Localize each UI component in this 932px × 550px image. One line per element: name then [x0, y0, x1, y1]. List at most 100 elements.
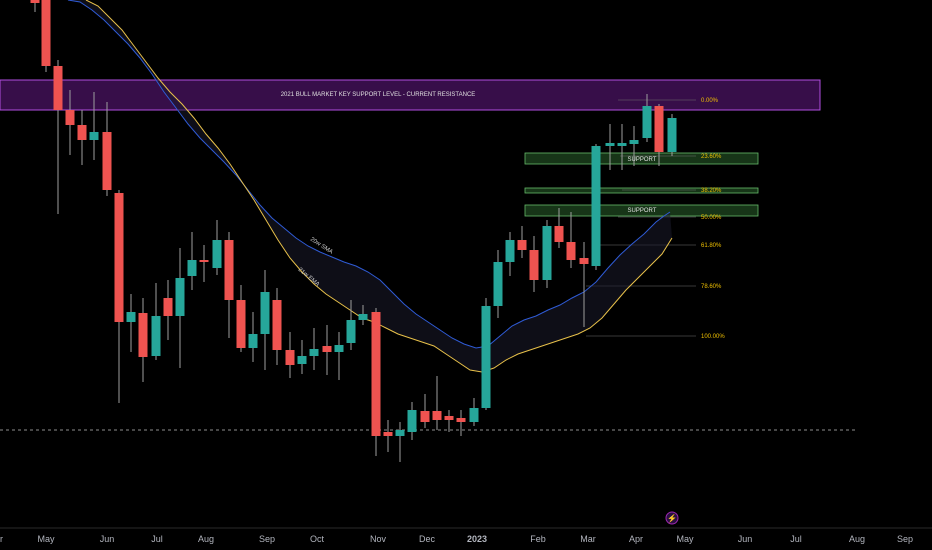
fib-level-label: 78.60% [701, 284, 722, 290]
fib-level-label: 100.00% [701, 334, 725, 340]
candle-body [654, 106, 664, 152]
candlestick [285, 332, 295, 378]
candle-body [309, 349, 319, 356]
candle-body [395, 430, 405, 436]
candle-body [371, 312, 381, 436]
candlestick [187, 232, 197, 290]
candle-body [358, 314, 368, 320]
x-tick-label: r [0, 534, 3, 544]
candlestick [175, 248, 185, 368]
candlestick [297, 340, 307, 374]
candlestick [77, 110, 87, 165]
candlestick [151, 283, 161, 360]
candlestick [212, 220, 222, 275]
candlestick [654, 104, 664, 166]
candle-body [334, 345, 344, 352]
candle-body [605, 143, 615, 146]
candle-body [493, 262, 503, 306]
candlestick [395, 422, 405, 462]
candlestick [493, 250, 503, 318]
ma-cloud [68, 0, 672, 372]
candlestick [642, 94, 652, 142]
resistance-zone [0, 79, 821, 111]
candle-body [346, 320, 356, 343]
fib-level-label: 38.20% [701, 188, 722, 194]
candlestick [566, 212, 576, 268]
candle-body [322, 346, 332, 352]
x-tick-label: Apr [629, 534, 643, 544]
candle-body [163, 298, 173, 316]
candlestick [629, 126, 639, 166]
candle-body [407, 410, 417, 432]
candle-body [41, 0, 51, 66]
candlestick [248, 312, 258, 362]
candlestick [579, 242, 589, 327]
x-tick-label: Oct [310, 534, 325, 544]
fib-level-label: 0.00% [701, 98, 719, 104]
support-zone-label: SUPPORT [628, 208, 657, 214]
candlestick [199, 245, 209, 282]
candlestick [542, 220, 552, 288]
candlestick [89, 92, 99, 160]
fib-level-label: 50.00% [701, 215, 722, 221]
candle-body [212, 240, 222, 268]
candlestick [358, 305, 368, 325]
candle-body [30, 0, 40, 3]
candle-body [187, 260, 197, 276]
candlestick [481, 298, 491, 410]
x-tick-label: Nov [370, 534, 387, 544]
x-tick-label: Sep [259, 534, 275, 544]
candle-body [517, 240, 527, 250]
candlestick [469, 398, 479, 426]
candle-body [505, 240, 515, 262]
candle-body [224, 240, 234, 300]
earnings-icon[interactable]: ⚡ [665, 511, 679, 525]
candle-body [89, 132, 99, 140]
x-tick-label: Dec [419, 534, 436, 544]
candle-body [642, 106, 652, 138]
x-tick-label: Jun [100, 534, 115, 544]
candle-body [617, 143, 627, 146]
x-tick-label: May [37, 534, 55, 544]
x-tick-label: Feb [530, 534, 546, 544]
candlestick [102, 102, 112, 196]
candlestick [420, 394, 430, 428]
candle-body [667, 118, 677, 152]
candlestick [163, 280, 173, 340]
candlestick [114, 190, 124, 403]
candle-body [236, 300, 246, 348]
candle-body [481, 306, 491, 408]
candlestick [554, 208, 564, 248]
x-tick-label: Aug [849, 534, 865, 544]
candlestick [605, 124, 615, 170]
candle-body [151, 316, 161, 356]
candlestick [383, 420, 393, 452]
candle-body [456, 418, 466, 422]
candle-body [272, 300, 282, 350]
x-tick-label: Aug [198, 534, 214, 544]
candle-body [383, 432, 393, 436]
support-zone [524, 204, 759, 217]
candle-body [542, 226, 552, 280]
candlestick [138, 298, 148, 382]
candle-body [629, 140, 639, 144]
candle-body [432, 411, 442, 420]
x-tick-label: Sep [897, 534, 913, 544]
candle-body [175, 278, 185, 316]
candlestick [272, 288, 282, 365]
candlestick [505, 232, 515, 276]
candle-body [248, 334, 258, 348]
candle-body [114, 193, 124, 322]
candle-body [554, 226, 564, 242]
candle-body [138, 313, 148, 357]
candle-body [102, 132, 112, 190]
candlestick [260, 270, 270, 370]
x-tick-label: Jul [790, 534, 802, 544]
resistance-zone-label: 2021 BULL MARKET KEY SUPPORT LEVEL - CUR… [281, 92, 476, 98]
candlestick [236, 285, 246, 352]
candlestick [667, 114, 677, 156]
candlestick [371, 308, 381, 456]
candle-body [469, 408, 479, 422]
